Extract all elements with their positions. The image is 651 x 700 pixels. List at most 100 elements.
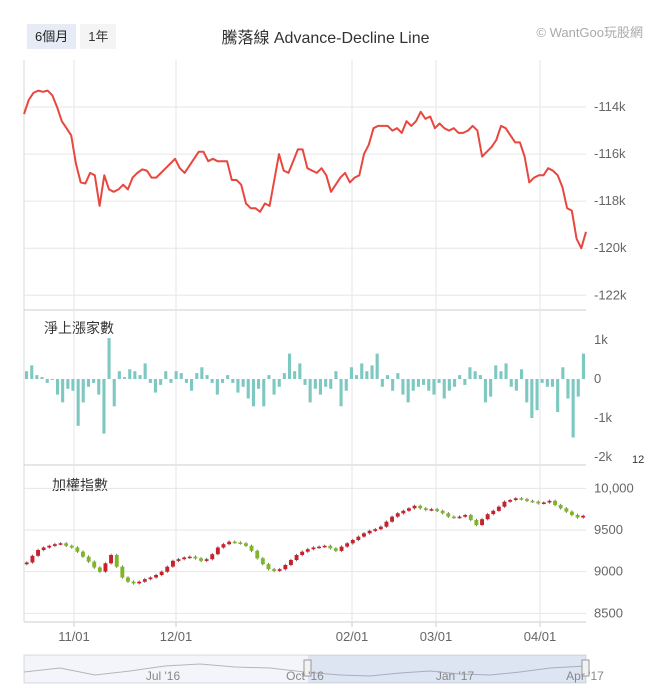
taiex-y-tick-label: 8500 bbox=[594, 605, 623, 620]
net-advancers-bar bbox=[576, 379, 580, 397]
candle-up bbox=[412, 505, 417, 509]
navigator-label: Jan '17 bbox=[436, 669, 475, 683]
net-advancers-bar bbox=[174, 371, 178, 379]
navigator-selected-range[interactable] bbox=[308, 655, 586, 683]
candle-down bbox=[64, 543, 69, 546]
bars-y-tick-label: -1k bbox=[594, 410, 613, 425]
net-advancers-bar bbox=[520, 369, 524, 380]
range-selector: 6個月 1年 bbox=[27, 24, 117, 49]
net-advancers-bar bbox=[365, 371, 369, 379]
taiex-y-tick-label: 9500 bbox=[594, 522, 623, 537]
bars-y-tick-label: 1k bbox=[594, 332, 608, 347]
candle-down bbox=[519, 498, 524, 500]
net-advancers-bar bbox=[329, 379, 333, 389]
candle-up bbox=[317, 546, 321, 549]
net-advancers-bar bbox=[35, 375, 39, 379]
taiex-y-tick-label: 10,000 bbox=[594, 480, 634, 495]
candle-up bbox=[142, 579, 147, 582]
net-advancers-bar bbox=[308, 379, 312, 403]
candle-up bbox=[485, 514, 490, 520]
candle-up bbox=[227, 541, 232, 545]
net-advancers-bar bbox=[339, 379, 343, 407]
net-advancers-bar bbox=[231, 379, 235, 383]
candle-up bbox=[47, 545, 52, 548]
candle-down bbox=[446, 513, 451, 517]
candle-up bbox=[277, 569, 282, 571]
net-advancers-bar bbox=[303, 379, 307, 385]
candle-up bbox=[345, 543, 350, 547]
x-tick-label: 04/01 bbox=[524, 629, 557, 644]
net-advancers-bar bbox=[169, 379, 173, 383]
net-advancers-bar bbox=[143, 363, 147, 379]
partial-axis-label: 12 bbox=[632, 454, 644, 466]
adl-y-tick-label: -116k bbox=[594, 146, 626, 161]
net-advancers-bar bbox=[190, 379, 194, 391]
net-advancers-bar bbox=[494, 365, 498, 379]
candle-down bbox=[418, 505, 423, 509]
candle-up bbox=[204, 559, 209, 561]
net-advancers-bar bbox=[453, 379, 457, 387]
net-advancers-bar bbox=[61, 379, 65, 403]
navigator-right-handle[interactable] bbox=[581, 659, 590, 677]
net-advancers-bar bbox=[267, 375, 271, 379]
candle-up bbox=[294, 555, 299, 560]
candle-down bbox=[536, 501, 541, 504]
candle-down bbox=[232, 541, 237, 544]
net-advancers-bar bbox=[179, 373, 183, 379]
candle-up bbox=[496, 506, 501, 511]
candle-up bbox=[350, 540, 355, 544]
candle-up bbox=[429, 509, 434, 511]
candle-down bbox=[238, 542, 243, 544]
net-advancers-bar bbox=[509, 379, 513, 387]
net-advancers-bar bbox=[138, 375, 142, 379]
candle-up bbox=[176, 559, 181, 561]
candle-down bbox=[423, 508, 428, 510]
net-advancers-bar bbox=[318, 379, 322, 395]
net-advancers-bar bbox=[205, 375, 209, 379]
candle-down bbox=[120, 566, 125, 578]
adl-y-tick-label: -122k bbox=[594, 287, 627, 302]
net-advancers-bar bbox=[463, 379, 467, 385]
net-advancers-bar bbox=[468, 367, 472, 379]
net-advancers-bar bbox=[164, 371, 168, 379]
navigator-label: Jul '16 bbox=[146, 669, 181, 683]
navigator-label: Oct '16 bbox=[286, 669, 324, 683]
taiex-y-tick-label: 9000 bbox=[594, 564, 623, 579]
candle-down bbox=[333, 548, 338, 551]
candle-down bbox=[249, 545, 254, 551]
range-1-year-button[interactable]: 1年 bbox=[80, 24, 117, 49]
net-advancers-bar bbox=[215, 379, 219, 395]
range-6-months-button[interactable]: 6個月 bbox=[27, 24, 77, 49]
net-advancers-bar bbox=[45, 379, 49, 383]
candle-up bbox=[457, 516, 462, 519]
net-advancers-bar bbox=[153, 379, 157, 393]
net-advancers-bar bbox=[210, 379, 214, 383]
net-advancers-bar bbox=[71, 379, 75, 391]
net-advancers-bar bbox=[159, 379, 163, 385]
net-advancers-bar bbox=[107, 338, 111, 379]
net-advancers-bar bbox=[349, 367, 353, 379]
net-advancers-bar bbox=[293, 371, 297, 379]
net-advancers-bar bbox=[489, 379, 493, 397]
candle-up bbox=[36, 550, 40, 556]
net-advancers-bar bbox=[324, 379, 328, 387]
net-advancers-label: 淨上漲家數 bbox=[44, 320, 114, 336]
candle-up bbox=[154, 575, 158, 578]
net-advancers-bar bbox=[200, 367, 204, 379]
candle-up bbox=[508, 500, 513, 502]
candle-up bbox=[339, 546, 344, 551]
candle-down bbox=[255, 550, 260, 559]
candle-up bbox=[52, 544, 57, 546]
net-advancers-bar bbox=[411, 379, 415, 391]
candle-down bbox=[440, 510, 445, 514]
candle-up bbox=[300, 551, 305, 555]
candle-up bbox=[401, 510, 406, 514]
candle-up bbox=[283, 565, 288, 570]
candle-up bbox=[30, 555, 35, 563]
candle-down bbox=[69, 545, 74, 548]
navigator-left-handle[interactable] bbox=[303, 659, 312, 677]
net-advancers-bar bbox=[102, 379, 106, 434]
net-advancers-bar bbox=[66, 379, 70, 389]
candle-up bbox=[373, 529, 378, 531]
candle-up bbox=[407, 508, 411, 511]
